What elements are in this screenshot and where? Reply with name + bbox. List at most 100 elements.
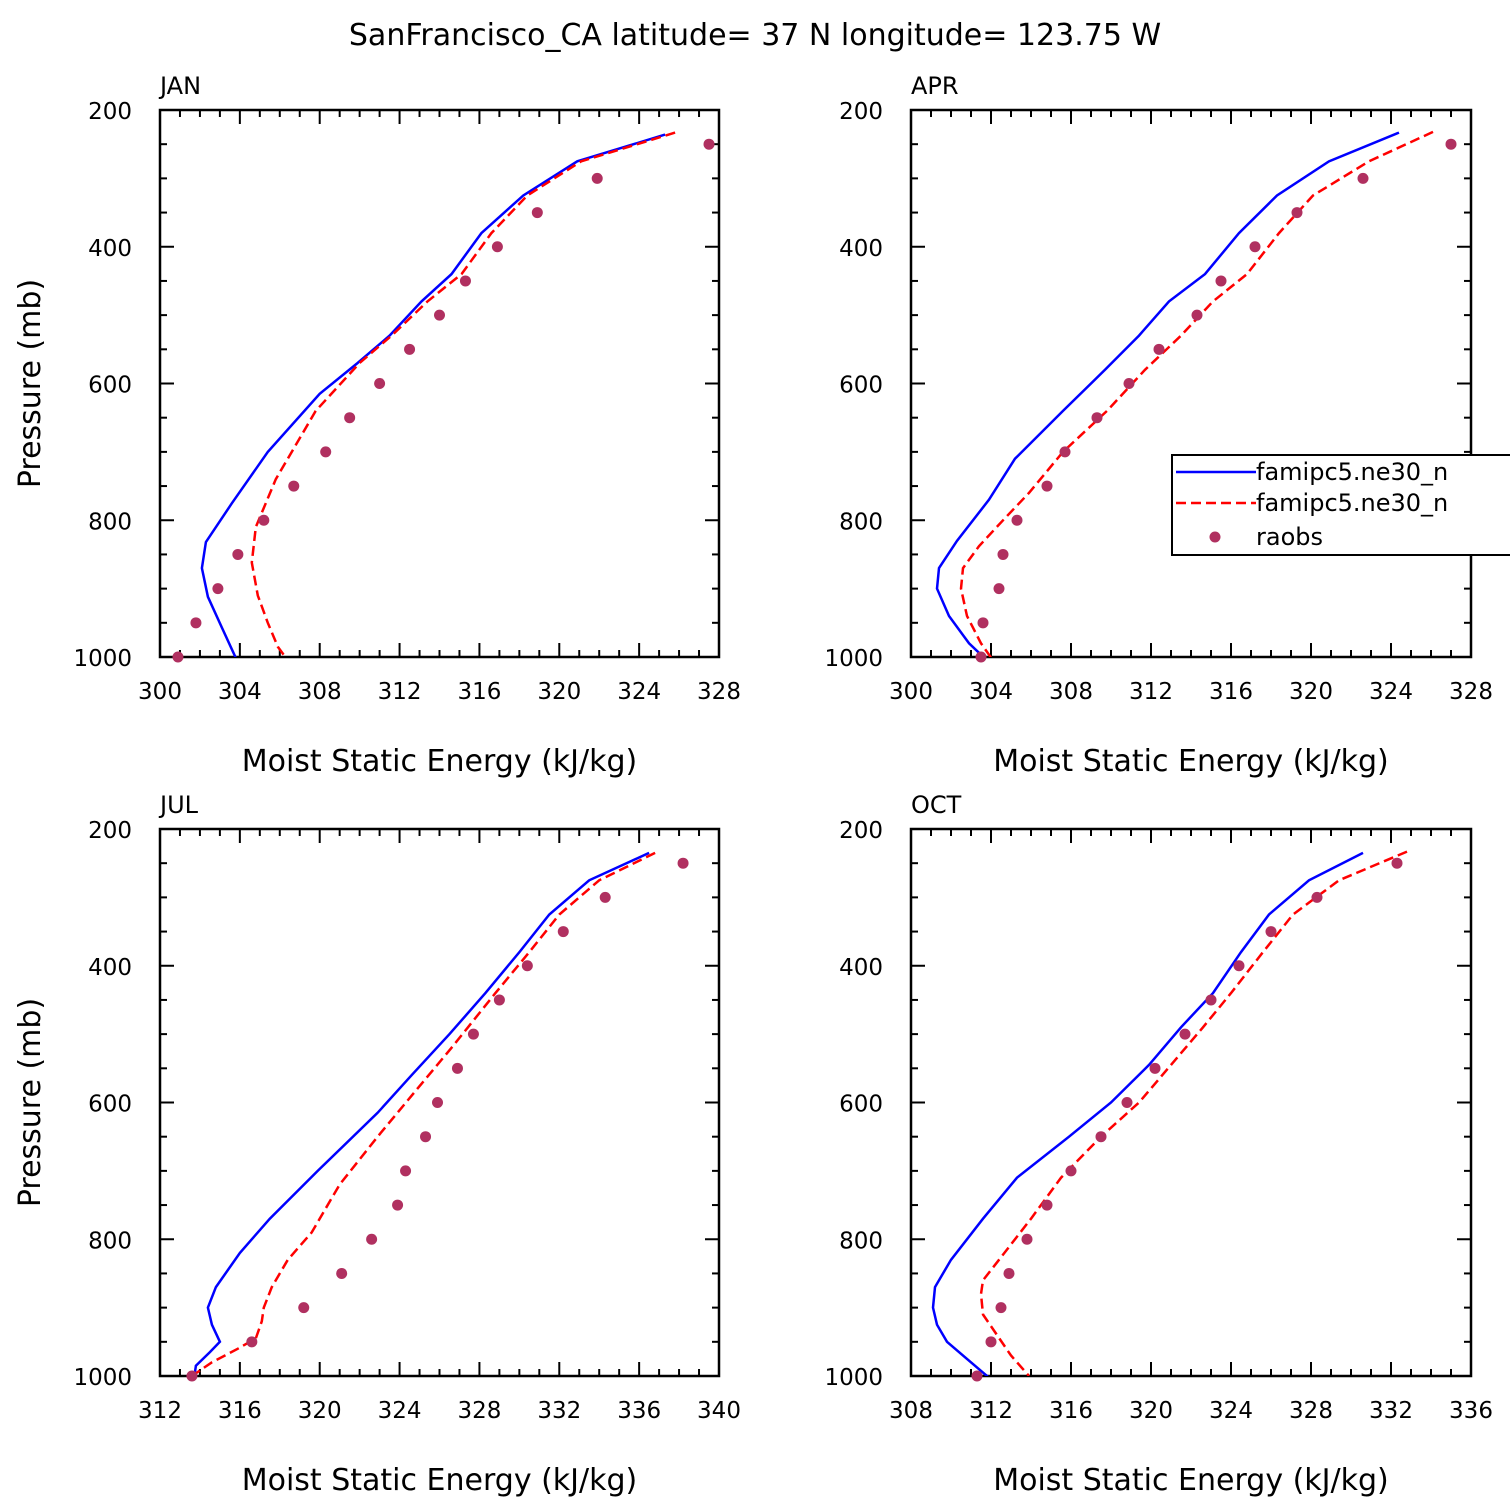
raobs-point — [1215, 275, 1227, 287]
raobs-point — [1065, 1165, 1077, 1177]
raobs-point — [703, 138, 715, 150]
x-tick-label: 328 — [457, 1398, 501, 1424]
x-tick-label: 332 — [537, 1398, 581, 1424]
raobs-point — [1149, 1062, 1161, 1074]
raobs-point — [995, 1302, 1007, 1314]
y-tick-label: 200 — [88, 818, 132, 844]
x-tick-label: 336 — [617, 1398, 661, 1424]
y-tick-label: 800 — [839, 1228, 883, 1254]
y-tick-label: 600 — [88, 1092, 132, 1118]
raobs-point — [186, 1370, 198, 1382]
x-tick-label: 320 — [1129, 1398, 1173, 1424]
raobs-point — [677, 857, 689, 869]
x-tick-label: 328 — [1289, 1398, 1333, 1424]
panel-oct: OCT 308 312 316 320 324 328 332 336 200 400 600 800 1… — [824, 791, 1493, 1498]
x-tick-label: 316 — [1049, 1398, 1093, 1424]
raobs-point — [366, 1233, 378, 1245]
panel-jan: JAN 300 304 308 312 316 320 324 328 200 400 600 800 1… — [13, 72, 741, 779]
x-tick-label: 340 — [697, 1398, 741, 1424]
y-tick-label: 200 — [88, 99, 132, 125]
raobs-point — [190, 617, 202, 629]
panel-label: JAN — [158, 72, 201, 100]
raobs-point — [1357, 172, 1369, 184]
raobs-point — [246, 1336, 258, 1348]
y-tick-label: 600 — [88, 373, 132, 399]
y-tick-label: 1000 — [73, 1365, 132, 1391]
x-tick-label: 312 — [138, 1398, 182, 1424]
raobs-point — [1059, 446, 1071, 458]
x-tick-label: 304 — [969, 679, 1013, 705]
legend-label: famipc5.ne30_n — [1256, 458, 1448, 486]
x-tick-label: 308 — [889, 1398, 933, 1424]
y-tick-label: 200 — [839, 818, 883, 844]
x-tick-label: 324 — [1369, 679, 1413, 705]
x-tick-label: 312 — [1129, 679, 1173, 705]
raobs-point — [451, 1062, 463, 1074]
x-tick-label: 328 — [697, 679, 741, 705]
raobs-point — [1095, 1131, 1107, 1143]
x-tick-label: 304 — [218, 679, 262, 705]
raobs-point — [172, 651, 184, 663]
raobs-point — [1041, 1199, 1053, 1211]
raobs-point — [1123, 378, 1135, 389]
y-tick-label: 800 — [839, 509, 883, 535]
raobs-point — [420, 1131, 432, 1143]
y-tick-label: 600 — [839, 373, 883, 399]
x-tick-label: 316 — [218, 1398, 262, 1424]
raobs-point — [1121, 1097, 1133, 1108]
x-tick-label: 324 — [617, 679, 661, 705]
raobs-point — [1191, 309, 1203, 321]
x-tick-label: 312 — [378, 679, 422, 705]
series-line-dashed — [979, 850, 1408, 1376]
x-tick-label: 320 — [537, 679, 581, 705]
x-tick-label: 320 — [298, 1398, 342, 1424]
raobs-point — [993, 583, 1005, 595]
raobs-point — [1233, 960, 1245, 972]
y-axis-title: Pressure (mb) — [13, 279, 48, 488]
series-line-solid — [193, 851, 650, 1376]
x-tick-label: 308 — [298, 679, 342, 705]
raobs-point — [975, 651, 987, 663]
panel-label: JUL — [158, 791, 199, 819]
raobs-point — [1091, 412, 1103, 424]
panel-jul: JUL 312 316 320 324 328 332 336 340 200 400 600 800 1… — [13, 791, 741, 1498]
raobs-point — [1445, 138, 1457, 150]
y-tick-label: 1000 — [824, 646, 883, 672]
raobs-point — [1011, 514, 1023, 526]
raobs-point — [599, 891, 611, 903]
raobs-point — [1179, 1028, 1191, 1040]
raobs-point — [997, 548, 1009, 560]
x-tick-label: 308 — [1049, 679, 1093, 705]
x-tick-label: 320 — [1289, 679, 1333, 705]
raobs-point — [491, 241, 503, 253]
raobs-point — [288, 480, 300, 492]
raobs-point — [557, 926, 569, 938]
panel-apr: APR 300 304 308 312 316 320 324 328 200 400 600 800 1… — [824, 72, 1493, 779]
y-tick-label: 600 — [839, 1092, 883, 1118]
raobs-point — [298, 1302, 310, 1314]
x-tick-label: 312 — [969, 1398, 1013, 1424]
plot-frame — [158, 108, 721, 659]
plot-frame — [909, 827, 1473, 1378]
y-tick-label: 1000 — [73, 646, 132, 672]
raobs-point — [459, 275, 471, 287]
series-line-solid — [200, 133, 666, 657]
x-tick-label: 328 — [1449, 679, 1493, 705]
raobs-point — [1003, 1267, 1015, 1279]
raobs-point — [336, 1267, 348, 1279]
panel-label: OCT — [911, 791, 962, 819]
raobs-point — [344, 412, 356, 424]
raobs-point — [232, 548, 244, 560]
y-tick-label: 400 — [839, 955, 883, 981]
x-tick-label: 300 — [138, 679, 182, 705]
raobs-point — [212, 583, 224, 595]
x-tick-label: 300 — [889, 679, 933, 705]
legend-label: raobs — [1256, 523, 1323, 551]
y-tick-label: 400 — [839, 236, 883, 262]
raobs-point — [467, 1028, 479, 1040]
x-axis-title: Moist Static Energy (kJ/kg) — [242, 1463, 638, 1498]
raobs-point — [320, 446, 332, 458]
raobs-point — [493, 994, 505, 1006]
